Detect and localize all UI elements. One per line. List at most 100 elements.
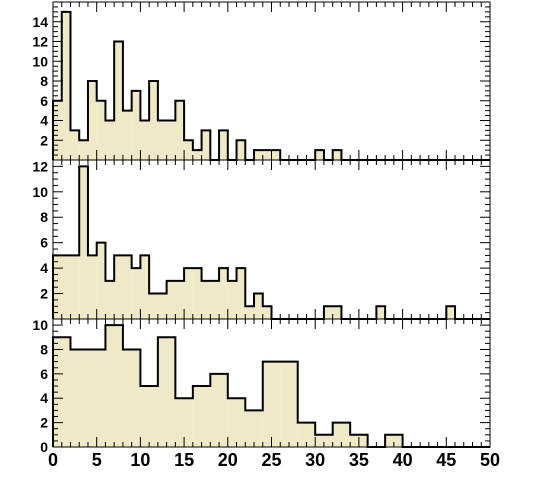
histogram-panel-top: 2 4 6 8 10 12 14 <box>32 1 491 161</box>
y-tick-label: 2 <box>40 132 48 148</box>
histogram-bar <box>385 434 403 447</box>
histogram-bar <box>122 110 132 160</box>
histogram-bar <box>227 398 246 447</box>
histogram-bar <box>446 306 456 319</box>
histogram-bar <box>70 349 88 447</box>
y-tick-label: 8 <box>40 73 48 89</box>
histogram-bar <box>131 90 141 160</box>
x-tick-label: 30 <box>305 450 325 470</box>
histogram-bar <box>323 306 333 319</box>
y-tick-label: 6 <box>40 366 48 382</box>
histogram-bar <box>70 255 80 319</box>
histogram-bar <box>122 349 141 447</box>
y-tick-label: 4 <box>40 113 48 129</box>
histogram-bar <box>87 349 106 447</box>
x-tick-label: 5 <box>92 450 102 470</box>
histogram-panel-middle: 2 4 6 8 10 12 <box>32 158 491 320</box>
y-tick-label: 6 <box>40 235 48 251</box>
y-tick-label: 14 <box>32 14 48 30</box>
histogram-bar <box>192 150 202 160</box>
x-tick-label: 50 <box>480 450 500 470</box>
histogram-bar <box>87 81 97 160</box>
histogram-bar <box>140 120 150 160</box>
histogram-bar <box>53 337 71 447</box>
histogram-bar <box>236 140 246 160</box>
histogram-bar <box>201 130 211 160</box>
histogram-bar <box>262 150 272 160</box>
histogram-bar <box>61 11 71 160</box>
histogram-bar <box>96 242 106 319</box>
histogram-bar <box>157 337 176 447</box>
histogram-bar <box>96 100 106 160</box>
x-tick-label: 10 <box>130 450 150 470</box>
histogram-bar <box>122 255 132 319</box>
y-tick-label: 12 <box>32 34 48 50</box>
y-tick-label: 8 <box>40 341 48 357</box>
y-tick-label: 6 <box>40 93 48 109</box>
x-tick-label: 25 <box>261 450 281 470</box>
x-tick-label: 40 <box>393 450 413 470</box>
histogram-bar <box>236 268 246 319</box>
y-tick-label: 10 <box>32 184 48 200</box>
x-tick-label: 35 <box>349 450 369 470</box>
histogram-bar <box>210 280 220 319</box>
histogram-bar <box>262 361 281 447</box>
y-tick-label: 12 <box>32 158 48 174</box>
histogram-bar <box>175 398 193 447</box>
y-tick-label: 0 <box>40 439 48 455</box>
histogram-bar <box>245 410 263 447</box>
histogram-bar <box>245 306 255 319</box>
histogram-bar <box>114 41 123 160</box>
histogram-bar <box>332 306 342 319</box>
histogram-bar <box>254 293 263 319</box>
y-tick-label: 2 <box>40 286 48 302</box>
histogram-bar <box>280 361 298 447</box>
histogram-bar <box>61 255 71 319</box>
x-tick-label: 20 <box>218 450 238 470</box>
y-tick-label: 8 <box>40 209 48 225</box>
histogram-bar <box>332 150 342 160</box>
histogram-bar <box>227 280 237 319</box>
histogram-bar <box>192 386 211 447</box>
histogram-bar <box>315 434 333 447</box>
histogram-bar <box>271 150 281 160</box>
y-tick-label: 4 <box>40 390 48 406</box>
histogram-bar <box>184 140 193 160</box>
histogram-bar <box>79 166 88 319</box>
histogram-bar <box>166 280 176 319</box>
histogram-bar <box>166 120 176 160</box>
y-tick-label: 4 <box>40 260 48 276</box>
x-tick-label: 15 <box>174 450 194 470</box>
histogram-bar <box>184 268 193 319</box>
histogram-bar <box>315 150 324 160</box>
histogram-bar <box>175 100 185 160</box>
histogram-bar <box>79 140 88 160</box>
histogram-bar <box>105 325 123 447</box>
histogram-bar <box>105 280 115 319</box>
y-tick-label: 10 <box>32 53 48 69</box>
histogram-bar <box>140 386 158 447</box>
histogram-panel-bottom: 0 2 4 6 8 10 0 5 10 15 20 25 30 35 40 45 50 <box>32 317 500 470</box>
histogram-bar <box>140 255 150 319</box>
x-tick-label: 0 <box>48 450 58 470</box>
histogram-bar <box>219 130 228 160</box>
histogram-bar <box>192 268 202 319</box>
histogram-bar <box>157 293 167 319</box>
histogram-bar <box>131 268 141 319</box>
x-tick-label: 45 <box>436 450 456 470</box>
histogram-bar <box>376 306 386 319</box>
y-tick-label: 10 <box>32 317 48 333</box>
histogram-bar <box>175 280 185 319</box>
histogram-bar <box>262 306 272 319</box>
histogram-bar <box>70 130 80 160</box>
histogram-bar <box>332 422 351 447</box>
histogram-bar <box>157 120 167 160</box>
histogram-bar <box>149 81 158 160</box>
histogram-bar <box>149 293 158 319</box>
histogram-bar <box>87 255 97 319</box>
histogram-bar <box>201 280 211 319</box>
histogram-bar <box>219 268 228 319</box>
histogram-bar <box>254 150 263 160</box>
y-tick-label: 2 <box>40 415 48 431</box>
